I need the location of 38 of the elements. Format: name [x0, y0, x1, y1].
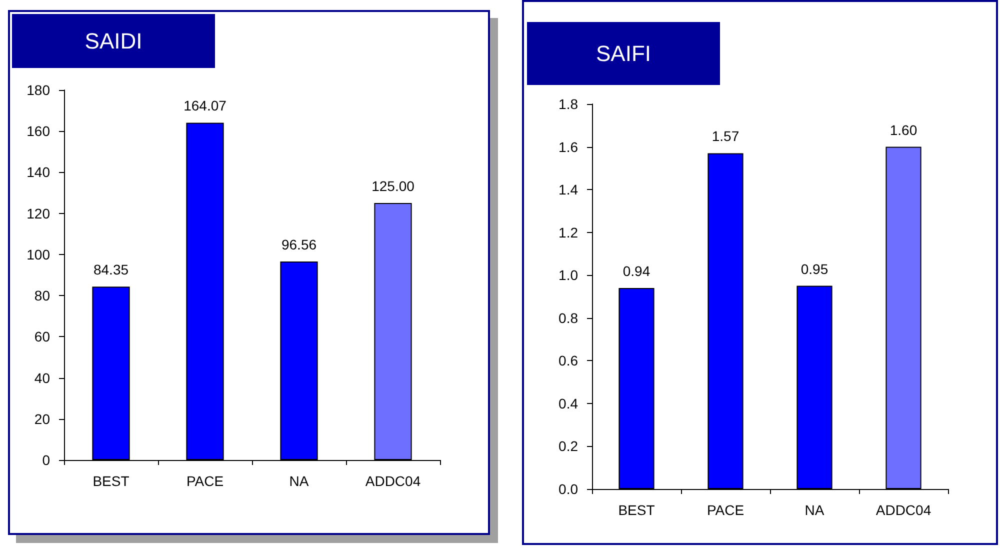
- y-tick-label: 120: [26, 205, 50, 222]
- y-tick-label: 1.4: [558, 182, 578, 198]
- x-tick-label: ADDC04: [876, 502, 932, 518]
- chart-title: SAIFI: [596, 41, 652, 66]
- y-tick-label: 0.2: [558, 438, 578, 454]
- x-tick-label: BEST: [92, 473, 130, 489]
- y-tick-label: 1.0: [558, 267, 578, 284]
- x-tick-label: NA: [804, 502, 825, 518]
- data-label: 1.60: [890, 122, 918, 138]
- y-tick-label: 1.8: [558, 96, 578, 112]
- y-tick-label: 140: [26, 164, 50, 180]
- data-label: 96.56: [281, 236, 317, 253]
- y-tick-label: 40: [34, 370, 50, 386]
- chart-title: SAIDI: [84, 28, 142, 54]
- y-tick-label: 160: [26, 123, 50, 140]
- y-tick-label: 0: [42, 452, 50, 468]
- x-tick-label: PACE: [186, 473, 224, 489]
- x-tick-label: NA: [289, 473, 310, 489]
- data-label: 164.07: [184, 98, 227, 114]
- data-label: 0.94: [622, 262, 650, 279]
- y-tick-label: 0.6: [558, 352, 578, 369]
- x-tick-label: ADDC04: [365, 473, 421, 489]
- y-tick-label: 1.6: [558, 138, 578, 155]
- data-label: 0.95: [800, 260, 828, 277]
- y-tick-label: 20: [34, 410, 50, 427]
- x-tick-label: PACE: [706, 502, 744, 518]
- data-label: 1.57: [712, 128, 740, 144]
- y-tick-label: 0.4: [558, 395, 578, 412]
- y-tick-label: 80: [34, 288, 50, 304]
- data-label: 84.35: [93, 262, 129, 278]
- x-tick-label: BEST: [618, 502, 656, 518]
- y-tick-label: 0.0: [558, 481, 578, 497]
- y-tick-label: 180: [26, 82, 50, 98]
- y-tick-label: 0.8: [558, 310, 578, 326]
- y-tick-label: 1.2: [558, 224, 578, 240]
- y-tick-label: 100: [26, 246, 50, 262]
- y-tick-label: 60: [34, 328, 50, 345]
- data-label: 125.00: [372, 178, 415, 194]
